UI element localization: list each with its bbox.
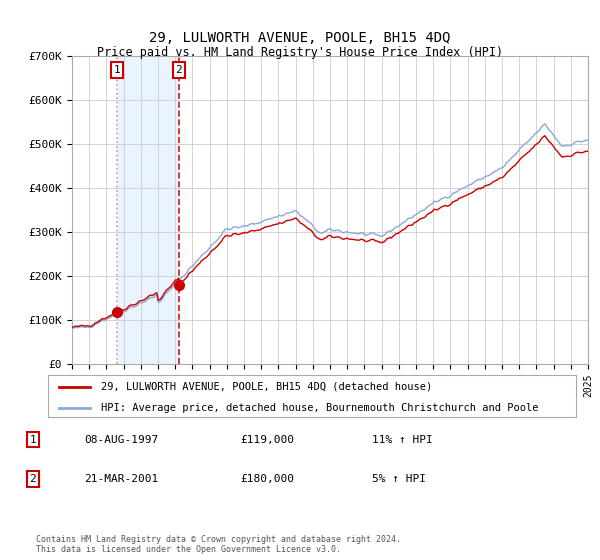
Text: 1: 1 [113,66,120,75]
Text: 2: 2 [29,474,37,484]
Text: £180,000: £180,000 [240,474,294,484]
Text: 2: 2 [176,66,182,75]
Text: 1: 1 [29,435,37,445]
Text: 5% ↑ HPI: 5% ↑ HPI [372,474,426,484]
Text: 11% ↑ HPI: 11% ↑ HPI [372,435,433,445]
Text: 08-AUG-1997: 08-AUG-1997 [84,435,158,445]
Text: 21-MAR-2001: 21-MAR-2001 [84,474,158,484]
Bar [117,56,179,364]
Text: Price paid vs. HM Land Registry's House Price Index (HPI): Price paid vs. HM Land Registry's House … [97,46,503,59]
Text: 29, LULWORTH AVENUE, POOLE, BH15 4DQ: 29, LULWORTH AVENUE, POOLE, BH15 4DQ [149,31,451,45]
Text: HPI: Average price, detached house, Bournemouth Christchurch and Poole: HPI: Average price, detached house, Bour… [101,403,538,413]
Text: £119,000: £119,000 [240,435,294,445]
Text: Contains HM Land Registry data © Crown copyright and database right 2024.
This d: Contains HM Land Registry data © Crown c… [36,535,401,554]
Text: 29, LULWORTH AVENUE, POOLE, BH15 4DQ (detached house): 29, LULWORTH AVENUE, POOLE, BH15 4DQ (de… [101,382,432,392]
